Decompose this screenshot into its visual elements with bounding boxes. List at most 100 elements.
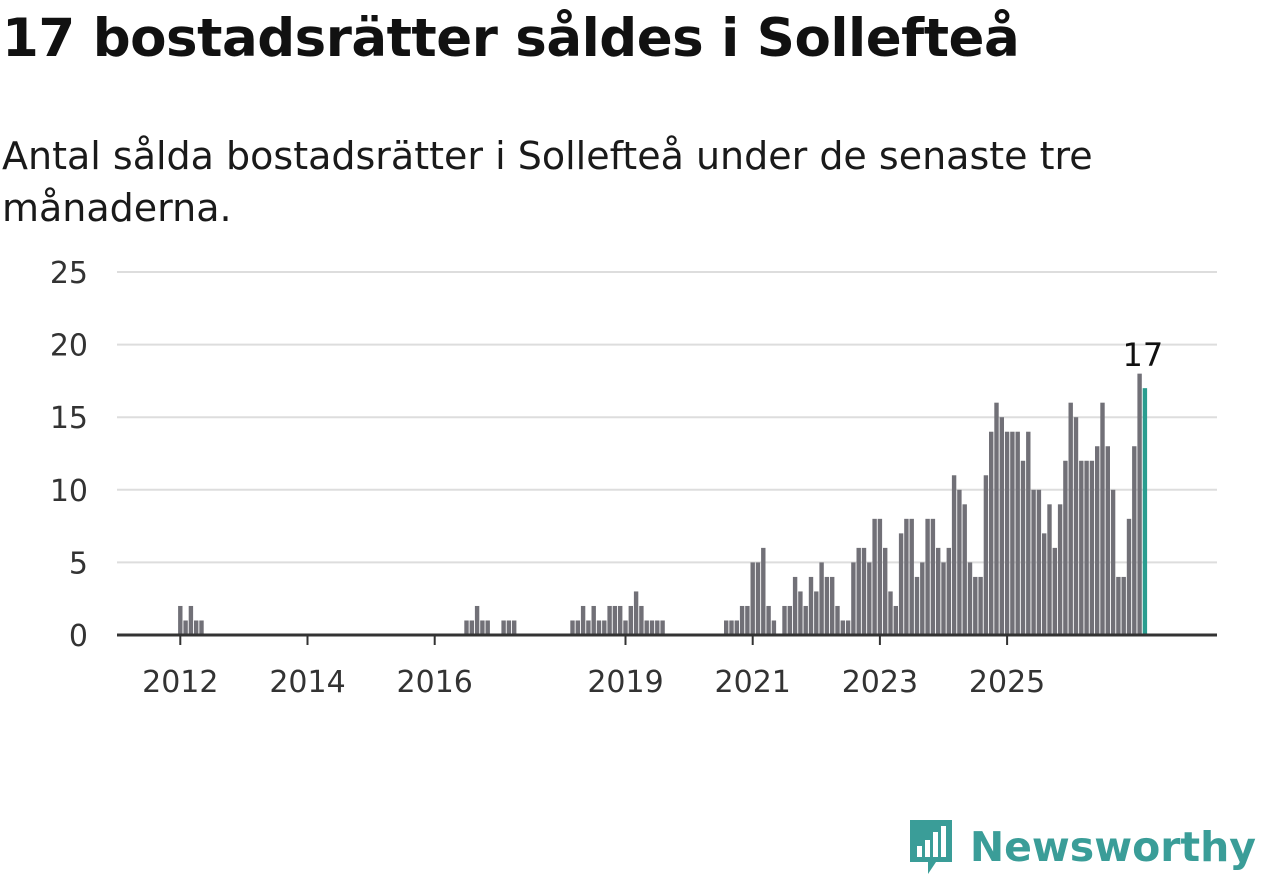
bar [1137,373,1142,635]
gridlines [117,271,1217,564]
y-tick-label: 5 [69,546,88,581]
bar [506,620,512,635]
bar [729,620,734,635]
bar [845,620,851,635]
bar [1004,431,1010,635]
x-tick-label: 2016 [397,665,473,700]
bar [623,620,628,635]
bar [771,620,777,635]
bar [1020,460,1026,635]
bar [183,620,188,635]
bar [840,620,845,635]
bar [782,605,787,635]
bar [1116,576,1121,635]
bar [819,562,824,635]
bar [824,576,830,635]
bar [734,620,739,635]
bar [761,547,766,635]
bar [983,475,989,635]
bar [1036,489,1042,635]
bar [570,620,575,635]
bar [941,562,946,635]
x-tick-label: 2021 [715,665,791,700]
bar [1063,460,1068,635]
bar [898,533,904,635]
bar [199,620,204,635]
bar [586,620,591,635]
bar [188,605,194,635]
bar [618,605,623,635]
bar [580,605,586,635]
bar [1073,417,1079,635]
bar [469,620,474,635]
bar [920,562,925,635]
bar [883,547,888,635]
chart-title: 17 bostadsrätter såldes i Sollefteå [2,8,1020,69]
bar [655,620,660,635]
bar [1100,402,1105,635]
bar [1110,489,1116,635]
bar [596,620,602,635]
bar [973,576,978,635]
bar [660,620,665,635]
bar [1126,518,1132,635]
bar [787,605,792,635]
bar [755,562,761,635]
bar [994,402,999,635]
bar [967,562,973,635]
bar [739,605,745,635]
bar [639,605,644,635]
bar [1010,431,1015,635]
last-value-label: 17 [1123,336,1164,374]
bar [936,547,941,635]
bar [856,547,861,635]
bar [909,518,914,635]
chart-subtitle: Antal sålda bostadsrätter i Sollefteå un… [2,134,1093,230]
bar [512,620,517,635]
x-tick-label: 2023 [842,665,918,700]
bar [724,620,729,635]
bar [808,576,814,635]
bar [803,605,808,635]
bar [745,605,750,635]
bar [1105,446,1110,635]
bar [1084,460,1089,635]
bar [1057,504,1063,635]
bar [607,605,612,635]
bar [649,620,655,635]
bar [814,591,819,635]
bar [946,547,951,635]
bar [1079,460,1084,635]
bar [612,605,618,635]
y-tick-label: 20 [50,329,88,364]
y-tick-label: 10 [50,474,88,509]
x-tick-label: 2019 [587,665,663,700]
newsworthy-logo: Newsworthy [906,818,1256,876]
bar [750,562,755,635]
bar [989,431,994,635]
newsworthy-logo-icon [909,820,952,874]
bar [978,576,983,635]
y-tick-label: 25 [50,256,88,291]
bar [1095,446,1100,635]
bar [1089,460,1095,635]
axes [117,633,1217,645]
y-tick-label: 15 [50,401,88,436]
y-tick-label: 0 [69,619,88,654]
bar [877,518,883,635]
bar [575,620,580,635]
bar [591,605,596,635]
x-tick-label: 2014 [269,665,345,700]
bar [1132,446,1137,635]
bar [861,547,867,635]
bar [957,489,962,635]
bar [766,605,771,635]
bar [930,518,936,635]
bar [962,504,967,635]
bar [474,605,480,635]
bar [480,620,485,635]
highlighted-bar [1142,388,1148,635]
bar [178,605,183,635]
